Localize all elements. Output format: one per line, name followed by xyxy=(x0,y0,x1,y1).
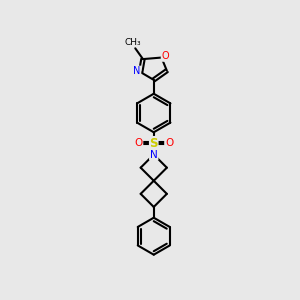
Text: CH₃: CH₃ xyxy=(124,38,141,47)
Text: O: O xyxy=(161,51,169,61)
Text: N: N xyxy=(150,150,158,160)
Text: S: S xyxy=(149,136,158,149)
Text: O: O xyxy=(134,138,142,148)
Text: N: N xyxy=(133,66,140,76)
Text: O: O xyxy=(165,138,173,148)
